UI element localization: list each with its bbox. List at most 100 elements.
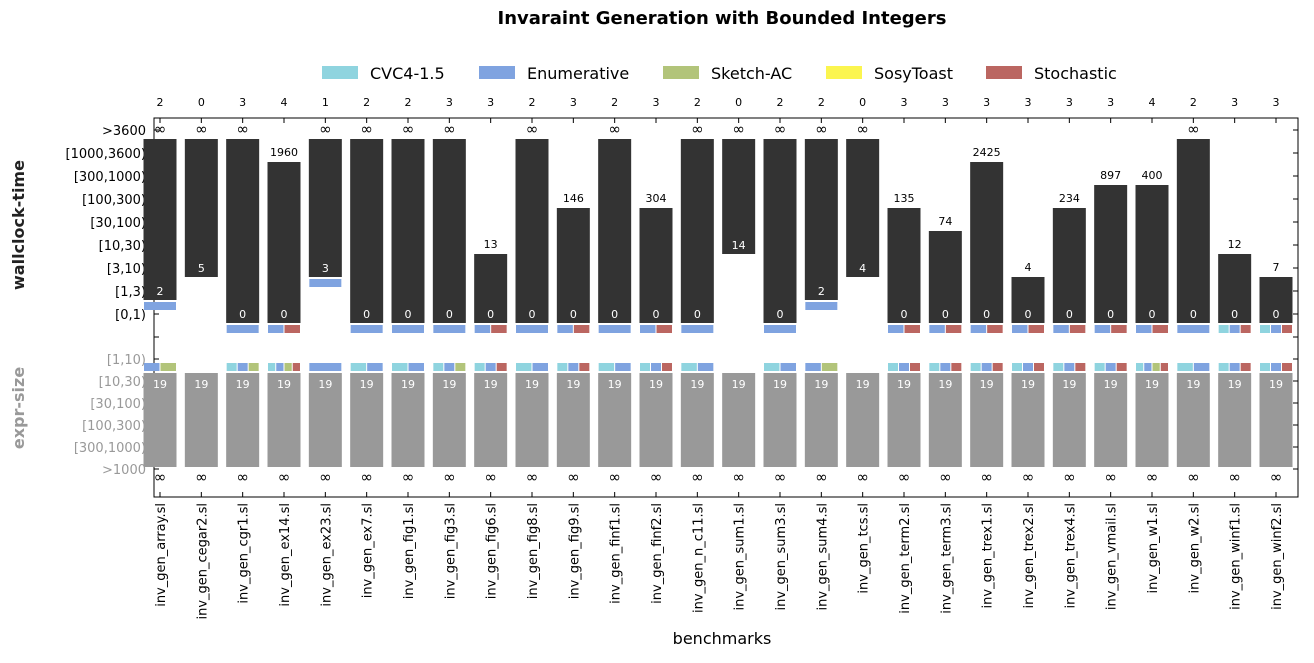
size-winner-stochastic [910, 363, 920, 371]
size-max-label: ∞ [980, 468, 993, 486]
y-tick-label-time: [30,100) [90, 216, 146, 231]
size-min-label: 19 [236, 378, 250, 391]
size-winner-enumerative [276, 363, 284, 371]
size-winner-stochastic [1160, 363, 1168, 371]
size-winner-cvc4-1-5 [516, 363, 532, 371]
time-min-label: 0 [1025, 308, 1032, 321]
size-bar [267, 373, 301, 467]
time-max-label: 146 [563, 192, 584, 205]
size-bar [1011, 373, 1045, 467]
size-bar [1135, 373, 1169, 467]
size-bar [970, 373, 1004, 467]
solved-count-label: 2 [157, 96, 164, 109]
size-min-label: 19 [1269, 378, 1283, 391]
size-bar [432, 373, 466, 467]
size-bar [391, 373, 425, 467]
solved-count-label: 2 [363, 96, 370, 109]
size-winner-enumerative [367, 363, 383, 371]
time-bar [226, 139, 260, 323]
solved-count-label: 3 [653, 96, 660, 109]
size-winner-stochastic [1034, 363, 1044, 371]
size-max-label: ∞ [1146, 468, 1159, 486]
time-winner-stochastic [1152, 325, 1168, 333]
size-max-label: ∞ [236, 468, 249, 486]
solved-count-label: 2 [777, 96, 784, 109]
size-winner-cvc4-1-5 [1094, 363, 1105, 371]
x-tick-label: inv_gen_term3.sl [939, 503, 954, 614]
size-bar [804, 373, 838, 467]
time-min-label: 0 [570, 308, 577, 321]
solved-count-label: 0 [859, 96, 866, 109]
time-bar [1135, 185, 1169, 323]
size-winner-sketch-ac [284, 363, 292, 371]
legend-label-cvc4-1-5: CVC4-1.5 [370, 64, 445, 83]
x-tick-label: inv_gen_fig9.sl [567, 503, 582, 599]
x-tick-label: inv_gen_cegar2.sl [195, 503, 210, 620]
time-winner-enumerative [681, 325, 714, 333]
time-bar [887, 208, 921, 323]
time-max-label: ∞ [608, 120, 621, 138]
size-winner-enumerative [444, 363, 455, 371]
size-min-label: 19 [360, 378, 374, 391]
time-min-label: 0 [1231, 308, 1238, 321]
solved-count-label: 3 [1273, 96, 1280, 109]
size-winner-enumerative [309, 363, 342, 371]
size-max-label: ∞ [360, 468, 373, 486]
size-winner-cvc4-1-5 [474, 363, 485, 371]
size-bar [887, 373, 921, 467]
size-max-label: ∞ [608, 468, 621, 486]
size-max-label: ∞ [898, 468, 911, 486]
size-min-label: 19 [401, 378, 415, 391]
solved-count-label: 2 [694, 96, 701, 109]
size-bar [846, 373, 880, 467]
size-winner-enumerative [615, 363, 631, 371]
time-winner-stochastic [1028, 325, 1044, 333]
time-min-label: 14 [732, 239, 746, 252]
size-winner-enumerative [1271, 363, 1281, 371]
time-bar [846, 139, 880, 277]
y-tick-label-size: >1000 [102, 463, 146, 478]
solved-count-label: 4 [1149, 96, 1156, 109]
size-max-label: ∞ [484, 468, 497, 486]
size-max-label: ∞ [319, 468, 332, 486]
x-tick-label: inv_gen_trex4.sl [1063, 503, 1078, 608]
time-max-label: ∞ [154, 120, 167, 138]
y-axis-label-time: wallclock-time [9, 160, 28, 290]
size-min-label: 19 [194, 378, 208, 391]
x-tick-label: inv_gen_n_c11.sl [691, 503, 706, 613]
time-bar [474, 254, 508, 323]
size-bar [763, 373, 797, 467]
time-winner-enumerative [226, 325, 259, 333]
time-winner-enumerative [268, 325, 284, 333]
size-max-label: ∞ [650, 468, 663, 486]
size-max-label: ∞ [443, 468, 456, 486]
time-bar [970, 162, 1004, 323]
size-bar [226, 373, 260, 467]
legend-swatch-enumerative [479, 66, 515, 79]
time-max-label: ∞ [360, 120, 373, 138]
time-min-label: 0 [1190, 308, 1197, 321]
legend-swatch-stochastic [986, 66, 1022, 79]
y-tick-label-size: [30,100) [90, 397, 146, 412]
x-tick-label: inv_gen_finf2.sl [650, 503, 665, 604]
size-max-label: ∞ [154, 468, 167, 486]
time-bar [1094, 185, 1128, 323]
solved-count-label: 3 [1231, 96, 1238, 109]
size-bar [680, 373, 714, 467]
size-winner-cvc4-1-5 [598, 363, 615, 371]
time-min-label: 0 [694, 308, 701, 321]
size-min-label: 19 [525, 378, 539, 391]
time-max-label: 234 [1059, 192, 1080, 205]
y-tick-label-size: [100,300) [82, 419, 146, 434]
size-winner-sketch-ac [1152, 363, 1160, 371]
x-tick-label: inv_gen_tcs.sl [857, 503, 872, 594]
time-max-label: ∞ [526, 120, 539, 138]
time-max-label: 13 [484, 238, 498, 251]
time-max-label: 400 [1142, 169, 1163, 182]
size-winner-enumerative [940, 363, 951, 371]
size-max-label: ∞ [1270, 468, 1283, 486]
x-tick-label: inv_gen_fig8.sl [526, 503, 541, 599]
time-min-label: 0 [942, 308, 949, 321]
size-min-label: 19 [1021, 378, 1035, 391]
